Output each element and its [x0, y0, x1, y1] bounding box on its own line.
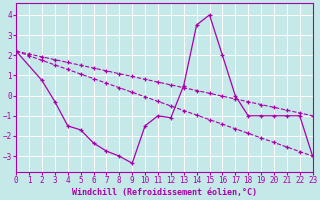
X-axis label: Windchill (Refroidissement éolien,°C): Windchill (Refroidissement éolien,°C) — [72, 188, 257, 197]
